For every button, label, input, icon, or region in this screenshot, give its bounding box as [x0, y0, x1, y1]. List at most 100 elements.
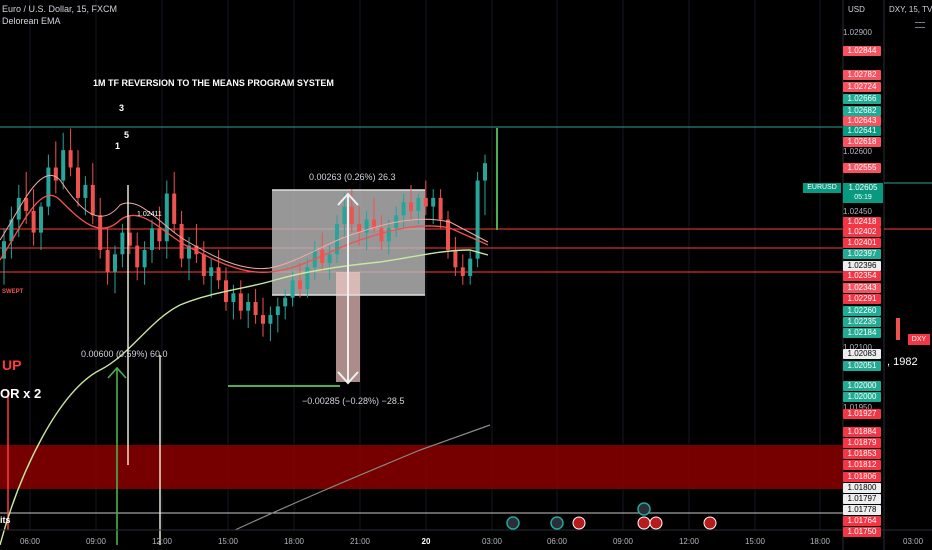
measure-down-label: −0.00285 (−0.28%) −28.5 [302, 396, 405, 406]
flag-icon[interactable] [572, 516, 586, 530]
candle [157, 228, 162, 242]
candle [357, 223, 362, 233]
time-tick-label: 09:00 [85, 537, 107, 546]
candle [409, 202, 413, 211]
time-tick-label: 15:00 [744, 537, 766, 546]
measure-up-label: 0.00263 (0.26%) 26.3 [309, 172, 396, 182]
measure-arrow-head-up [337, 192, 359, 206]
price-level-tag: 1.02782 [843, 70, 881, 80]
price-level-tag: 1.02396 [843, 261, 881, 271]
wave-label-1: 1 [115, 141, 121, 151]
candle [31, 210, 36, 233]
price-level-tag: 1.01853 [843, 449, 881, 459]
candle [172, 193, 177, 224]
right-symbol-title: DXY, 15, TV [889, 5, 932, 14]
measure-arrow-head-down [337, 371, 359, 385]
candles-group [2, 128, 487, 342]
candle [98, 215, 103, 250]
price-level-tag: 1.02402 [843, 227, 881, 237]
candle [453, 249, 458, 268]
dxy-badge: DXY [908, 334, 930, 345]
candle [216, 267, 221, 281]
time-tick-label: 09:00 [612, 537, 634, 546]
candle [483, 163, 487, 181]
up-label: UP [2, 357, 22, 373]
time-tick-label: 21:00 [349, 537, 371, 546]
candle [275, 306, 280, 316]
candle [431, 197, 436, 207]
price-level-tag: 1.02401 [843, 238, 881, 248]
flag-icon[interactable] [649, 516, 663, 530]
candle [231, 293, 236, 303]
price-level-tag: 1.01778 [843, 505, 881, 515]
event-icon[interactable] [637, 502, 651, 516]
candle [423, 197, 428, 207]
price-level-tag: 1.02000 [843, 392, 881, 402]
candle [164, 193, 169, 242]
candle [290, 280, 295, 298]
price-level-tag: 1.02844 [843, 46, 881, 56]
price-level-tag: 1.02291 [843, 294, 881, 304]
candle [349, 206, 354, 224]
price-level-tag: 1.01927 [843, 409, 881, 419]
its-label: its [0, 515, 11, 525]
time-tick-label: 12:00 [678, 537, 700, 546]
event-icon[interactable] [550, 516, 564, 530]
ema-fast-line [0, 194, 489, 273]
candle [342, 206, 347, 224]
candle [120, 232, 125, 255]
wave-label-5: 5 [124, 130, 130, 140]
ema-mid-line [0, 174, 489, 270]
flag-icon[interactable] [703, 516, 717, 530]
time-tick-label: 15:00 [217, 537, 239, 546]
price-level-tag: 1.02724 [843, 82, 881, 92]
candle [90, 184, 95, 216]
time-tick-label: 18:00 [809, 537, 831, 546]
eurusd-tag-label: EURUSD [807, 184, 837, 191]
demand-zone [0, 445, 843, 489]
event-icon[interactable] [506, 516, 520, 530]
time-tick-label: 12:00 [151, 537, 173, 546]
price-level-tag: 1.02666 [843, 94, 881, 104]
candle [401, 202, 406, 216]
right-panel-candle [896, 318, 900, 340]
candle [142, 249, 147, 268]
system-title: 1M TF REVERSION TO THE MEANS PROGRAM SYS… [93, 78, 334, 88]
candle [76, 167, 80, 198]
eurusd-tag-timer: 05:19 [854, 194, 872, 201]
candle [68, 150, 73, 168]
price-level-tag: 1.02682 [843, 106, 881, 116]
candle [298, 280, 302, 290]
candle [327, 254, 332, 263]
time-tick-label: 18:00 [283, 537, 305, 546]
candle [379, 228, 384, 242]
candle [83, 184, 88, 198]
candle [187, 245, 191, 259]
right-panel-menu-icon[interactable] [915, 22, 925, 28]
price-level-tag: 1.01879 [843, 438, 881, 448]
candle [2, 241, 6, 259]
eurusd-tag-price: 1.02605 [848, 183, 878, 192]
candle [268, 315, 273, 324]
price-level-tag: 1.01812 [843, 460, 881, 470]
candle [53, 167, 58, 181]
price-level-tag: 1.01800 [843, 483, 881, 493]
time-tick-label: 03:00 [481, 537, 503, 546]
eurusd-symbol-tag: EURUSD [803, 183, 841, 193]
candle [438, 197, 443, 220]
measure-left-label: 0.00600 (0.59%) 60.0 [81, 349, 168, 359]
currency-label: USD [848, 5, 865, 14]
flag-icon[interactable] [637, 516, 651, 530]
event-icons [506, 502, 717, 530]
price-level-tag: 1.01884 [843, 427, 881, 437]
candle [475, 180, 480, 259]
price-level-tag: 1.01797 [843, 494, 881, 504]
indicator-title: Delorean EMA [2, 16, 61, 26]
time-tick-label: 06:00 [546, 537, 568, 546]
price-level-tag: 1.02641 [843, 126, 881, 136]
candle [194, 245, 199, 255]
price-level-tag: 1.02343 [843, 283, 881, 293]
wave-label-3: 3 [119, 103, 125, 113]
candle [9, 219, 14, 242]
